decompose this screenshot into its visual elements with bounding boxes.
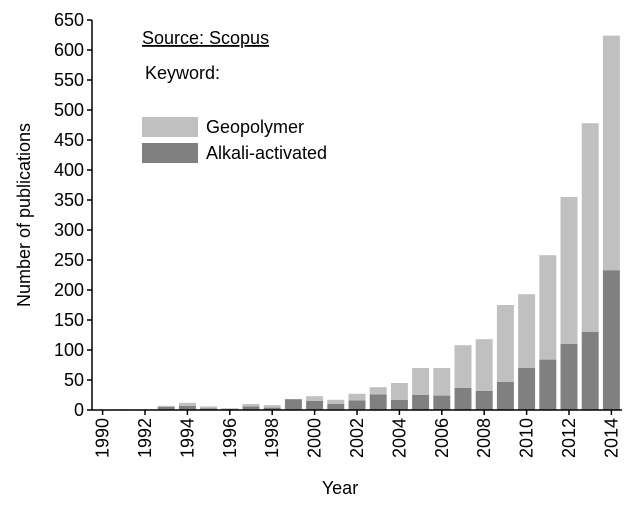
bar: [602, 35, 620, 271]
bar: [518, 294, 536, 368]
x-tick-label: 2006: [432, 418, 452, 458]
bar: [369, 394, 387, 410]
bar: [348, 393, 366, 401]
y-tick-label: 200: [54, 280, 84, 300]
bar: [306, 401, 324, 410]
y-tick-label: 300: [54, 220, 84, 240]
bar: [475, 339, 493, 391]
bar: [157, 405, 175, 407]
y-tick-label: 150: [54, 310, 84, 330]
y-tick-label: 600: [54, 40, 84, 60]
x-tick-label: 1996: [220, 418, 240, 458]
bar: [475, 390, 493, 410]
y-tick-label: 250: [54, 250, 84, 270]
bar: [263, 405, 281, 408]
y-tick-label: 550: [54, 70, 84, 90]
bar: [539, 359, 557, 410]
y-tick-label: 400: [54, 160, 84, 180]
bar: [581, 123, 599, 332]
x-tick-label: 2010: [517, 418, 537, 458]
bar: [178, 405, 196, 410]
x-tick-label: 2004: [389, 418, 409, 458]
y-tick-label: 450: [54, 130, 84, 150]
bar: [348, 400, 366, 410]
x-tick-label: 1994: [177, 418, 197, 458]
bar: [518, 368, 536, 410]
y-tick-label: 500: [54, 100, 84, 120]
bar: [369, 387, 387, 395]
x-tick-label: 2008: [474, 418, 494, 458]
bar: [263, 407, 281, 410]
bar: [284, 399, 302, 410]
bar: [390, 383, 408, 400]
bar: [454, 387, 472, 410]
bar: [242, 404, 260, 407]
bar: [581, 332, 599, 410]
x-axis-title: Year: [322, 478, 358, 498]
bar: [454, 345, 472, 388]
bar: [539, 255, 557, 360]
bar: [327, 404, 345, 410]
y-axis-title: Number of publications: [14, 123, 34, 307]
bar: [178, 402, 196, 406]
bar: [496, 381, 514, 410]
bar: [327, 399, 345, 404]
bar: [433, 395, 451, 410]
y-tick-label: 50: [64, 370, 84, 390]
x-tick-label: 1992: [135, 418, 155, 458]
source-note: Source: Scopus: [142, 28, 269, 48]
bar: [200, 408, 218, 410]
bar: [157, 407, 175, 410]
x-tick-label: 2014: [601, 418, 621, 458]
y-tick-label: 650: [54, 10, 84, 30]
x-tick-label: 1998: [262, 418, 282, 458]
legend-label: Geopolymer: [206, 117, 304, 137]
bar: [412, 395, 430, 410]
bar: [242, 406, 260, 410]
bar: [602, 270, 620, 410]
y-tick-label: 350: [54, 190, 84, 210]
bar: [306, 396, 324, 401]
bar: [560, 344, 578, 410]
y-tick-label: 100: [54, 340, 84, 360]
bar: [390, 399, 408, 410]
bar: [412, 368, 430, 395]
bar: [496, 305, 514, 382]
x-tick-label: 2012: [559, 418, 579, 458]
legend-label: Alkali-activated: [206, 143, 327, 163]
keyword-note: Keyword:: [145, 63, 220, 83]
bar: [433, 368, 451, 396]
bar: [560, 197, 578, 344]
x-tick-label: 2002: [347, 418, 367, 458]
legend-swatch: [142, 117, 198, 137]
legend-swatch: [142, 143, 198, 163]
x-tick-label: 1990: [93, 418, 113, 458]
x-tick-label: 2000: [305, 418, 325, 458]
bar: [200, 406, 218, 409]
bar: [221, 408, 239, 409]
y-tick-label: 0: [74, 400, 84, 420]
